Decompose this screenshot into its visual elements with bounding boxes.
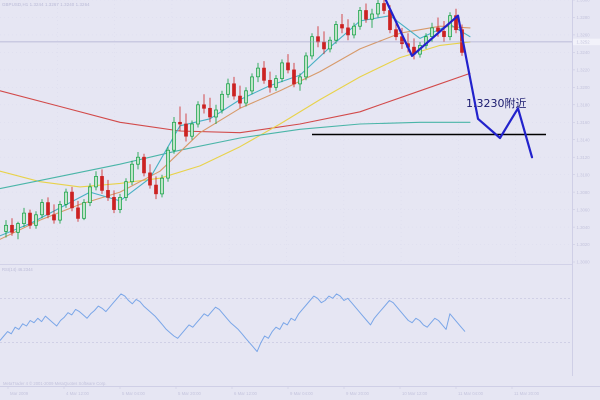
svg-text:5 Mar 04:00: 5 Mar 04:00 (122, 391, 146, 396)
svg-text:1.3100: 1.3100 (577, 172, 591, 177)
svg-text:1.3080: 1.3080 (577, 190, 591, 195)
price-chart-pane[interactable]: GBPUSD,H1 1.3244 1.3267 1.3240 1.3264 (0, 0, 573, 262)
svg-text:1.3252: 1.3252 (577, 40, 591, 45)
price-chart-svg (0, 0, 573, 262)
svg-text:1.3160: 1.3160 (577, 120, 591, 125)
svg-text:1.3120: 1.3120 (577, 155, 591, 160)
svg-text:9 Mar 04:00: 9 Mar 04:00 (290, 391, 314, 396)
svg-text:1.3180: 1.3180 (577, 103, 591, 108)
time-axis-svg: Mar 2009 4 Mar 12:00 5 Mar 04:00 5 Mar 20:0… (7, 387, 540, 396)
symbol-header: GBPUSD,H1 1.3244 1.3267 1.3240 1.3264 (2, 2, 90, 7)
svg-text:4 Mar 12:00: 4 Mar 12:00 (66, 391, 90, 396)
svg-text:1.3280: 1.3280 (577, 15, 591, 20)
svg-text:1.3000: 1.3000 (577, 260, 591, 265)
svg-text:11 Mar 04:00: 11 Mar 04:00 (458, 391, 484, 396)
indicator-label: RSI(14) 46.2344 (2, 267, 33, 272)
price-axis-svg: 1.3300 1.3280 1.3260 1.3240 1.3220 1.3200 1.31… (573, 0, 600, 265)
svg-text:5 Mar 20:00: 5 Mar 20:00 (178, 391, 202, 396)
indicator-svg (0, 293, 573, 353)
svg-text:Mar 2009: Mar 2009 (10, 391, 29, 396)
svg-text:1.3300: 1.3300 (577, 0, 591, 3)
svg-text:9 Mar 20:00: 9 Mar 20:00 (346, 391, 370, 396)
svg-text:1.3020: 1.3020 (577, 242, 591, 247)
svg-text:1.3060: 1.3060 (577, 207, 591, 212)
svg-text:1.3240: 1.3240 (577, 50, 591, 55)
price-axis[interactable]: 1.3300 1.3280 1.3260 1.3240 1.3220 1.3200 1.31… (572, 0, 600, 376)
copyright-text: MetaTrader 4 © 2001-2009 MetaQuotes Soft… (3, 381, 107, 386)
svg-text:11 Mar 20:00: 11 Mar 20:00 (514, 391, 540, 396)
svg-text:10 Mar 12:00: 10 Mar 12:00 (402, 391, 428, 396)
price-note-annotation: 1.3230附近 (466, 97, 527, 110)
svg-text:1.3260: 1.3260 (577, 33, 591, 38)
indicator-pane[interactable]: RSI(14) 46.2344 (0, 264, 573, 377)
time-axis[interactable]: Mar 2009 4 Mar 12:00 5 Mar 04:00 5 Mar 20:0… (0, 386, 600, 400)
svg-text:6 Mar 12:00: 6 Mar 12:00 (234, 391, 258, 396)
svg-text:1.3220: 1.3220 (577, 68, 591, 73)
svg-text:1.3200: 1.3200 (577, 85, 591, 90)
svg-text:1.3040: 1.3040 (577, 225, 591, 230)
svg-text:1.3140: 1.3140 (577, 137, 591, 142)
